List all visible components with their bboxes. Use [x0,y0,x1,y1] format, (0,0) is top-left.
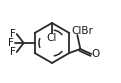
Text: ClBr: ClBr [71,26,93,36]
Text: F: F [8,38,14,48]
Text: Cl: Cl [47,33,57,43]
Text: O: O [91,49,99,59]
Text: F: F [10,47,16,57]
Text: F: F [10,29,16,39]
